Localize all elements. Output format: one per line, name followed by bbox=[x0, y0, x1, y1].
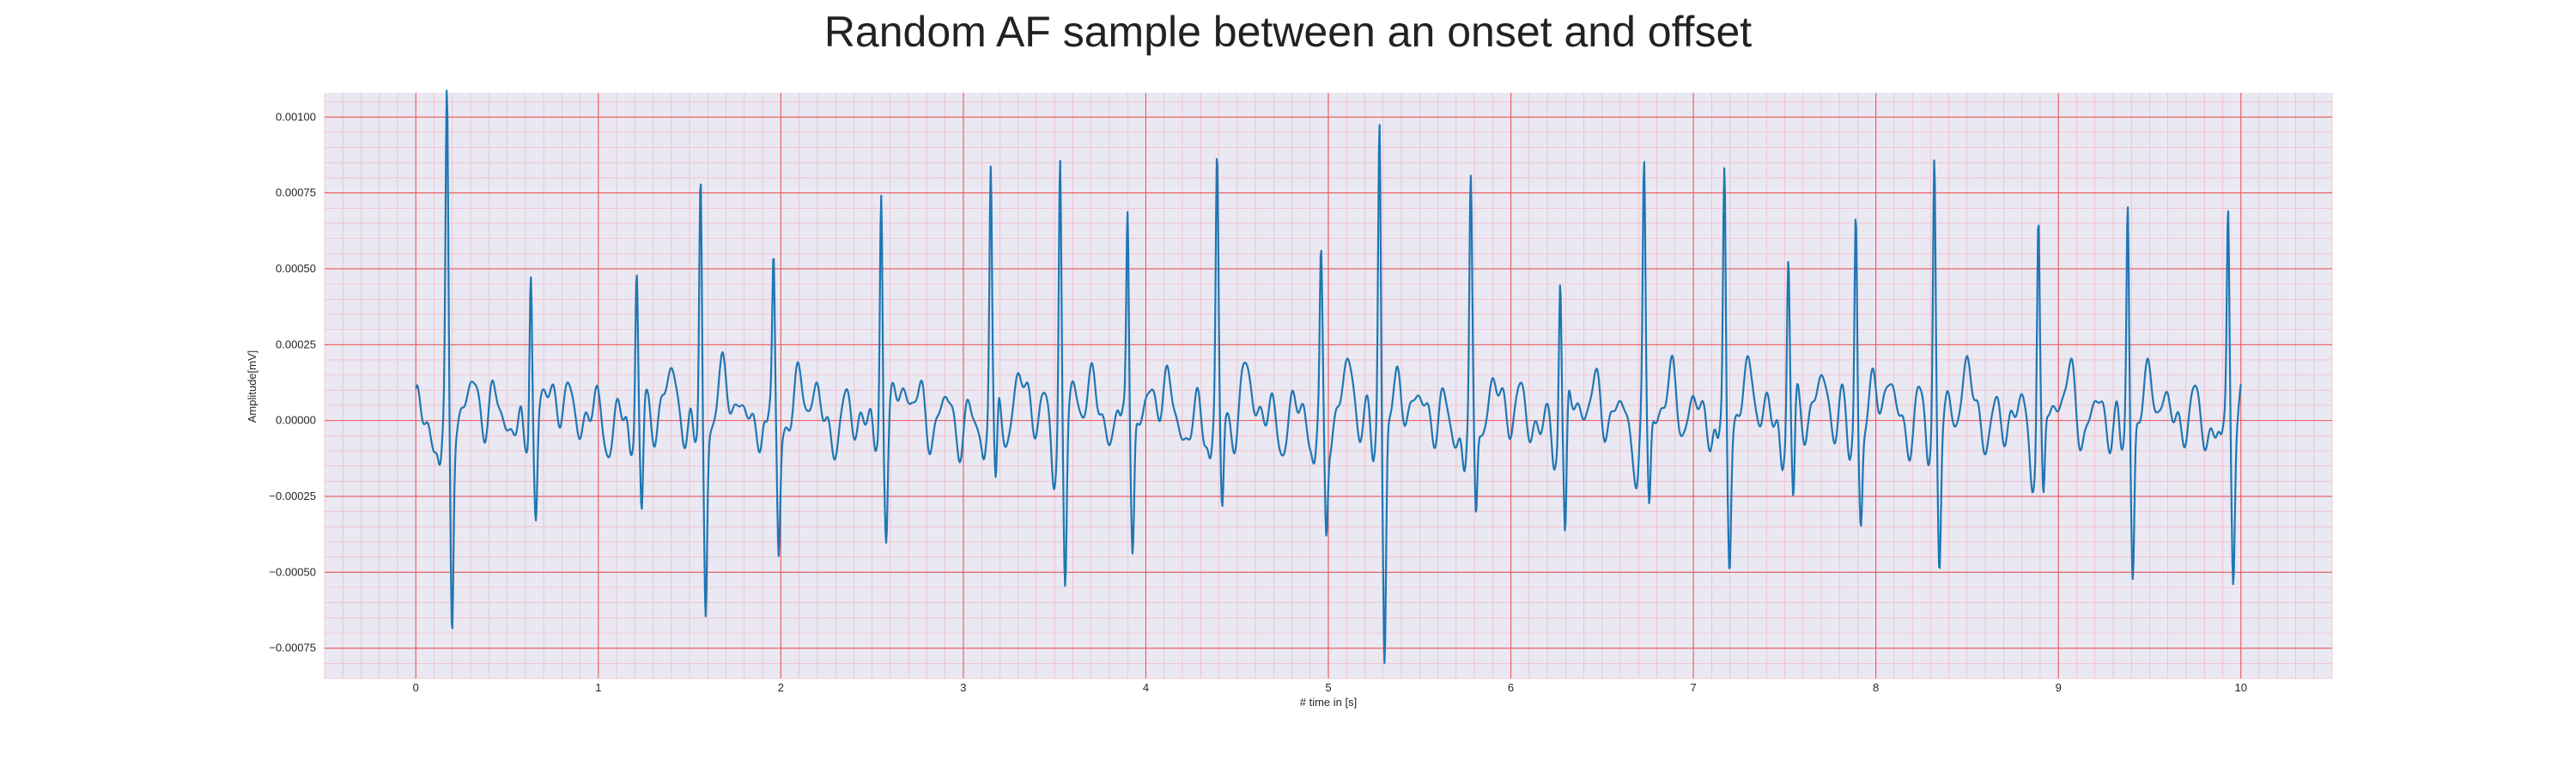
y-tick-label: 0.00100 bbox=[276, 110, 316, 123]
x-tick-label: 10 bbox=[2234, 681, 2246, 694]
x-tick-label: 6 bbox=[1508, 681, 1514, 694]
y-axis-label: Amplitude[mV] bbox=[246, 350, 258, 423]
grid bbox=[324, 93, 2333, 679]
y-tick-label: −0.00075 bbox=[269, 642, 316, 654]
x-axis-label: # time in [s] bbox=[1300, 696, 1357, 709]
x-tick-label: 8 bbox=[1873, 681, 1879, 694]
y-tick-label: 0.00075 bbox=[276, 186, 316, 199]
x-tick-label: 7 bbox=[1690, 681, 1696, 694]
x-tick-label: 4 bbox=[1143, 681, 1149, 694]
y-tick-label: 0.00025 bbox=[276, 338, 316, 350]
chart-title: Random AF sample between an onset and of… bbox=[823, 8, 1753, 56]
tick-labels: 0 1 2 3 4 5 6 7 8 9 10 0.00100 0.00075 0.00050 0.00025… bbox=[269, 110, 2247, 694]
x-tick-label: 2 bbox=[778, 681, 784, 694]
y-tick-label: −0.00025 bbox=[269, 490, 316, 502]
signal-layer bbox=[415, 89, 2242, 665]
y-tick-label: 0.00000 bbox=[276, 414, 316, 427]
x-tick-label: 1 bbox=[595, 681, 601, 694]
x-tick-label: 5 bbox=[1325, 681, 1331, 694]
ecg-signal-line bbox=[415, 89, 2242, 665]
x-tick-label: 9 bbox=[2056, 681, 2062, 694]
y-tick-label: −0.00050 bbox=[269, 565, 316, 578]
x-tick-label: 0 bbox=[413, 681, 419, 694]
y-tick-label: 0.00050 bbox=[276, 262, 316, 275]
x-tick-label: 3 bbox=[960, 681, 966, 694]
